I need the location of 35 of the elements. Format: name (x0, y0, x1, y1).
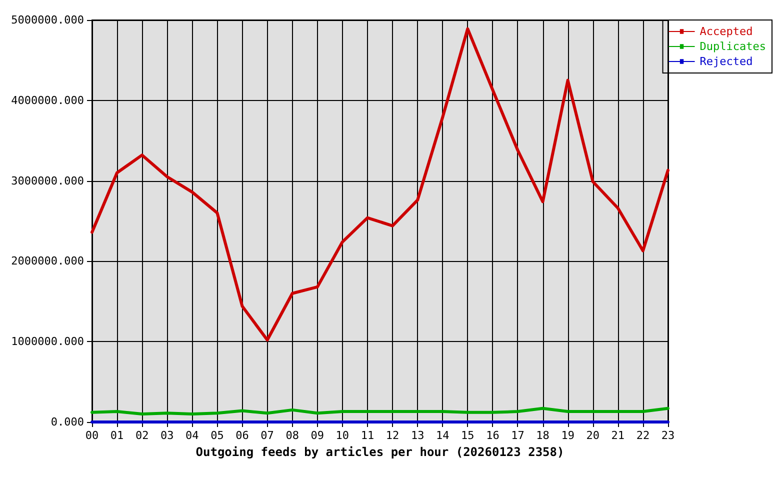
x-tick-label: 05 (210, 429, 224, 442)
x-tick-label: 16 (486, 429, 500, 442)
y-tick-label: 3000000.000 (11, 174, 84, 188)
x-tick-label: 10 (336, 429, 350, 442)
legend-label: Duplicates (700, 40, 766, 53)
x-tick-label: 00 (85, 429, 99, 442)
x-tick-label: 22 (636, 429, 650, 442)
x-tick-label: 06 (236, 429, 249, 442)
y-tick-label: 2000000.000 (11, 254, 84, 268)
x-tick-label: 14 (436, 429, 450, 442)
x-tick-label: 19 (561, 429, 574, 442)
y-tick-label: 4000000.000 (11, 94, 84, 107)
legend-label: Accepted (700, 25, 753, 38)
x-tick-label: 02 (135, 429, 149, 442)
x-tick-label: 20 (586, 429, 600, 442)
x-tick-label: 01 (110, 429, 124, 442)
x-tick-label: 08 (286, 429, 299, 442)
x-tick-label: 04 (186, 429, 200, 442)
x-tick-label: 23 (661, 429, 675, 442)
x-tick-label: 11 (360, 429, 374, 442)
x-tick-label: 07 (260, 429, 274, 442)
x-tick-label: 12 (386, 429, 400, 442)
x-tick-label: 21 (611, 429, 625, 442)
legend-label: Rejected (700, 55, 753, 68)
y-tick-label: 1000000.000 (11, 335, 84, 348)
x-axis-title: Outgoing feeds by articles per hour (20260123 2358) (196, 445, 564, 459)
line-series (90, 27, 670, 342)
y-tick-label: 0.000 (50, 416, 84, 428)
x-tick-label: 18 (536, 429, 550, 442)
x-tick-label: 17 (511, 429, 524, 442)
y-tick-label: 5000000.000 (11, 14, 84, 26)
x-tick-label: 03 (160, 429, 174, 442)
x-tick-label: 13 (410, 429, 424, 442)
x-tick-label: 09 (310, 429, 324, 442)
x-tick-label: 15 (461, 429, 474, 442)
